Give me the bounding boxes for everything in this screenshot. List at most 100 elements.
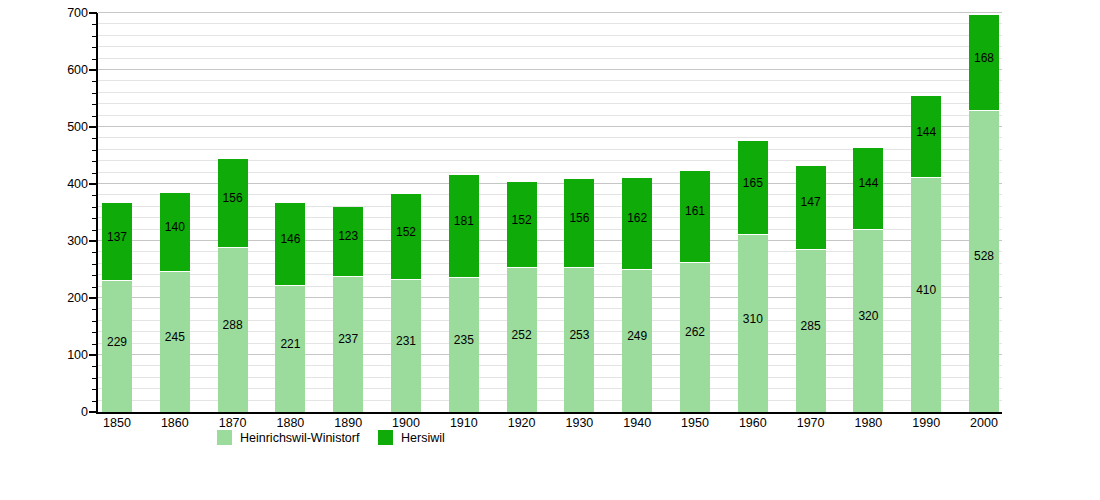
bar-value-label: 146 (280, 233, 300, 245)
x-axis-label: 1920 (494, 416, 550, 430)
bar-segment-hersiwil: 165 (738, 141, 768, 235)
bar-segment-hersiwil: 152 (391, 194, 421, 281)
y-axis-tick-label: 300 (38, 233, 88, 249)
legend-item: Hersiwil (378, 430, 393, 445)
x-axis-label: 1990 (898, 416, 954, 430)
bar-segment-heinrichswil-winistorf: 245 (160, 272, 190, 412)
y-axis-tick (92, 287, 97, 288)
bar-value-label: 152 (512, 214, 532, 226)
bar-1860: 140 245 (160, 193, 190, 412)
bar-value-label: 140 (165, 221, 185, 233)
y-axis-tick (92, 309, 97, 310)
x-axis-label: 1890 (320, 416, 376, 430)
bar-value-label: 168 (974, 52, 994, 64)
bar-segment-heinrichswil-winistorf: 310 (738, 235, 768, 412)
bar-value-label: 285 (801, 320, 821, 332)
bar-value-label: 320 (858, 310, 878, 322)
bar-value-label: 262 (685, 326, 705, 338)
bar-value-label: 165 (743, 177, 763, 189)
y-axis-tick (92, 195, 97, 196)
bar-value-label: 229 (107, 336, 127, 348)
minor-gridline (98, 35, 1002, 36)
bar-value-label: 235 (454, 334, 474, 346)
y-axis-tick (89, 240, 97, 242)
x-axis-label: 1900 (378, 416, 434, 430)
y-axis-tick (92, 264, 97, 265)
bar-segment-heinrichswil-winistorf: 235 (449, 278, 479, 412)
bar-segment-hersiwil: 144 (911, 96, 941, 178)
y-axis-tick (92, 401, 97, 402)
bar-segment-hersiwil: 137 (102, 203, 132, 281)
bar-segment-hersiwil: 146 (275, 203, 305, 286)
bar-segment-hersiwil: 140 (160, 193, 190, 273)
major-gridline (98, 12, 1002, 13)
bar-value-label: 310 (743, 313, 763, 325)
bar-value-label: 231 (396, 335, 416, 347)
y-axis-tick-label: 500 (38, 119, 88, 135)
legend-item: Heinrichswil-Winistorf (217, 430, 232, 445)
bar-value-label: 123 (338, 230, 358, 242)
x-axis-label: 1950 (667, 416, 723, 430)
y-axis-tick (92, 218, 97, 219)
bar-segment-heinrichswil-winistorf: 231 (391, 280, 421, 412)
y-axis-tick (89, 183, 97, 185)
legend-swatch-hersiwil (378, 430, 393, 445)
bar-value-label: 245 (165, 331, 185, 343)
bar-segment-heinrichswil-winistorf: 252 (507, 268, 537, 412)
bar-segment-heinrichswil-winistorf: 237 (333, 277, 363, 412)
y-axis-tick-label: 400 (38, 176, 88, 192)
y-axis-tick (92, 161, 97, 162)
legend-label: Hersiwil (401, 431, 445, 446)
x-axis-label: 1980 (840, 416, 896, 430)
minor-gridline (98, 137, 1002, 138)
legend-swatch-heinrichswil-winistorf (217, 430, 232, 445)
y-axis-tick (92, 230, 97, 231)
bar-value-label: 162 (627, 212, 647, 224)
bar-value-label: 410 (916, 284, 936, 296)
bar-segment-hersiwil: 168 (969, 15, 999, 111)
bar-value-label: 252 (512, 329, 532, 341)
bar-segment-hersiwil: 123 (333, 207, 363, 277)
minor-gridline (98, 46, 1002, 47)
major-gridline (98, 69, 1002, 70)
bar-1970: 147285 (796, 166, 826, 412)
bar-value-label: 161 (685, 205, 705, 217)
bar-segment-hersiwil: 156 (218, 159, 248, 248)
bar-1870: 156 288 (218, 159, 248, 412)
y-axis-tick (89, 126, 97, 128)
y-axis-tick-label: 0 (38, 404, 88, 420)
bar-value-label: 249 (627, 330, 647, 342)
bar-1910: 181235 (449, 175, 479, 412)
bar-1940: 162 249 (622, 178, 652, 412)
bar-segment-hersiwil: 144 (853, 148, 883, 230)
bar-segment-heinrichswil-winistorf: 320 (853, 230, 883, 412)
bar-value-label: 253 (569, 329, 589, 341)
bar-1850: 137 229 (102, 203, 132, 412)
y-axis-tick (92, 207, 97, 208)
bar-segment-hersiwil: 152 (507, 182, 537, 269)
x-axis-label: 1910 (436, 416, 492, 430)
minor-gridline (98, 58, 1002, 59)
bar-1920: 152 252 (507, 182, 537, 412)
y-axis-tick (92, 275, 97, 276)
x-axis-label: 1860 (147, 416, 203, 430)
legend-label: Heinrichswil-Winistorf (240, 431, 359, 446)
bar-2000: 168 528 (969, 15, 999, 412)
x-axis-label: 1940 (609, 416, 665, 430)
bar-1890: 123 237 (333, 207, 363, 412)
bar-segment-heinrichswil-winistorf: 288 (218, 248, 248, 412)
minor-gridline (98, 92, 1002, 93)
bar-value-label: 221 (280, 338, 300, 350)
minor-gridline (98, 23, 1002, 24)
bar-segment-heinrichswil-winistorf: 249 (622, 270, 652, 412)
y-axis-tick (89, 12, 97, 14)
bar-value-label: 156 (569, 212, 589, 224)
bar-segment-hersiwil: 161 (680, 171, 710, 263)
bar-1990: 144 410 (911, 96, 941, 412)
y-axis-tick (92, 378, 97, 379)
y-axis-tick (92, 252, 97, 253)
bar-1930: 156 253 (564, 179, 594, 412)
bar-value-label: 156 (223, 192, 243, 204)
bar-value-label: 237 (338, 333, 358, 345)
bar-segment-heinrichswil-winistorf: 528 (969, 111, 999, 412)
